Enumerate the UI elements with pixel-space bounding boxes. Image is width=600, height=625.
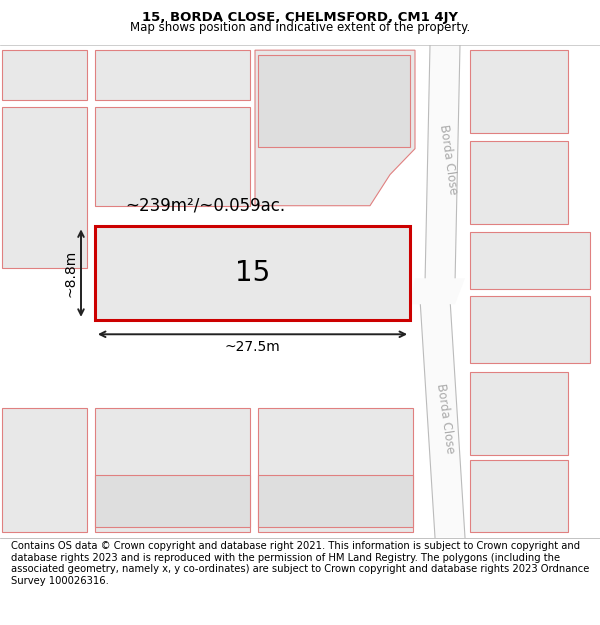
Bar: [2, 107, 87, 268]
Bar: [470, 372, 568, 454]
Polygon shape: [425, 45, 460, 284]
Text: Borda Close: Borda Close: [437, 123, 460, 195]
Text: ~8.8m: ~8.8m: [63, 249, 77, 297]
Bar: [258, 56, 410, 147]
Polygon shape: [255, 50, 415, 206]
Bar: [95, 107, 250, 206]
Text: 15: 15: [235, 259, 270, 287]
Bar: [95, 408, 250, 532]
Text: Contains OS data © Crown copyright and database right 2021. This information is : Contains OS data © Crown copyright and d…: [11, 541, 589, 586]
Text: ~27.5m: ~27.5m: [224, 341, 280, 354]
Bar: [95, 226, 410, 320]
Bar: [2, 50, 87, 100]
Bar: [470, 460, 568, 532]
Text: Borda Close: Borda Close: [434, 382, 457, 454]
Bar: [470, 50, 568, 133]
Bar: [470, 232, 590, 289]
Bar: [258, 408, 413, 532]
Text: Map shows position and indicative extent of the property.: Map shows position and indicative extent…: [130, 21, 470, 34]
Bar: [2, 408, 87, 532]
Polygon shape: [420, 299, 465, 538]
Bar: [95, 50, 250, 100]
Text: 15, BORDA CLOSE, CHELMSFORD, CM1 4JY: 15, BORDA CLOSE, CHELMSFORD, CM1 4JY: [142, 11, 458, 24]
Bar: [470, 296, 590, 363]
Bar: [258, 475, 413, 527]
Bar: [95, 475, 250, 527]
Polygon shape: [410, 278, 465, 304]
Bar: [470, 141, 568, 224]
Text: ~239m²/~0.059ac.: ~239m²/~0.059ac.: [125, 196, 285, 214]
